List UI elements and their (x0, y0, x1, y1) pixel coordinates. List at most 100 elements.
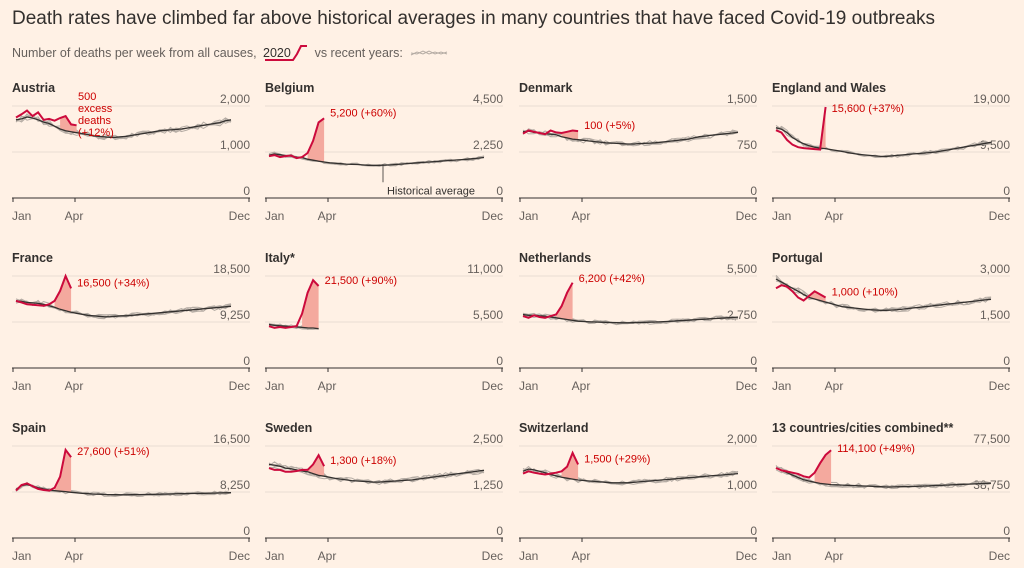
current-year-line (15, 447, 72, 492)
x-tick-label: Dec (736, 209, 757, 223)
x-tick-label: Apr (572, 379, 591, 393)
current-year-line (15, 109, 77, 127)
x-tick-label: Apr (318, 379, 337, 393)
x-tick-label: Dec (482, 549, 503, 563)
y-tick-label: 5,500 (473, 308, 503, 322)
panel-netherlands: Netherlands 5,500 2,750 0 Jan Apr Dec 6,200 (+4… (519, 251, 757, 393)
y-tick-label: 5,500 (727, 262, 757, 276)
average-line (522, 313, 739, 324)
y-tick-label: 0 (750, 524, 757, 538)
y-tick-label: 0 (243, 354, 250, 368)
x-tick-label: Apr (825, 549, 844, 563)
y-tick-label: 2,000 (220, 92, 250, 106)
current-year-line (522, 450, 580, 476)
panel-title: Italy* (265, 251, 295, 265)
panel-title: Netherlands (519, 251, 591, 265)
current-year-line (775, 449, 832, 479)
excess-area (54, 276, 72, 313)
panel-title: France (12, 251, 53, 265)
x-tick-label: Apr (825, 209, 844, 223)
annotation-label: 21,500 (+90%) (325, 275, 397, 287)
x-tick-label: Jan (12, 209, 31, 223)
current-year-line (268, 453, 325, 473)
historic-years-swatch (410, 50, 447, 56)
x-tick-label: Jan (519, 549, 538, 563)
panel-title: England and Wales (772, 81, 886, 95)
current-year-line (522, 282, 574, 319)
y-tick-label: 0 (496, 354, 503, 368)
y-tick-label: 0 (750, 184, 757, 198)
panel-title: Belgium (265, 81, 314, 95)
annotation-label: 1,300 (+18%) (330, 455, 396, 467)
annotation-label: (+12%) (78, 127, 114, 139)
x-tick-label: Dec (482, 379, 503, 393)
annotation-label: 6,200 (+42%) (579, 273, 645, 285)
current-year-line (775, 106, 827, 151)
annotation-label: 5,200 (+60%) (330, 107, 396, 119)
current-year-line (268, 278, 320, 329)
excess-area (809, 291, 826, 303)
y-tick-label: 0 (1003, 184, 1010, 198)
y-tick-label: 750 (737, 138, 757, 152)
panel-title: Portugal (772, 251, 823, 265)
annotation-label: 15,600 (+37%) (832, 103, 904, 115)
average-line (15, 300, 232, 318)
average-line (268, 153, 485, 166)
y-tick-label: 2,500 (473, 432, 503, 446)
excess-area (561, 452, 579, 480)
page-title: Death rates have climbed far above histo… (12, 8, 936, 29)
excess-area (814, 450, 832, 485)
average-line (15, 116, 232, 138)
panel-denmark: Denmark 1,500 750 0 Jan Apr Dec 100 (+5%) (519, 81, 757, 223)
annotation-label: 100 (+5%) (584, 120, 635, 132)
y-tick-label: 77,500 (973, 432, 1010, 446)
y-tick-label: 1,000 (727, 478, 757, 492)
annotation-label: 27,600 (+51%) (77, 446, 149, 458)
x-tick-label: Apr (572, 209, 591, 223)
x-tick-label: Jan (265, 379, 284, 393)
current-year-line (522, 129, 579, 136)
x-tick-label: Dec (229, 209, 250, 223)
y-tick-label: 0 (1003, 354, 1010, 368)
panel-france: France 18,500 9,250 0 Jan Apr Dec 16,500 (+34%) (12, 251, 250, 393)
panel-sweden: Sweden 2,500 1,250 0 Jan Apr Dec 1,300 (+18%) (265, 421, 503, 563)
y-tick-label: 4,500 (473, 92, 503, 106)
historic-line (775, 126, 992, 159)
x-tick-label: Apr (65, 379, 84, 393)
annotation-label: 16,500 (+34%) (77, 277, 149, 289)
subtitle-text-post: vs recent years: (314, 46, 403, 60)
y-tick-label: 18,500 (213, 262, 250, 276)
historic-average-label: Historical average (387, 185, 475, 197)
y-tick-label: 0 (750, 354, 757, 368)
annotation-label: 500 (78, 91, 96, 103)
annotation-label: deaths (78, 115, 112, 127)
historic-line (15, 298, 232, 320)
panel-title: 13 countries/cities combined** (772, 421, 953, 435)
x-tick-label: Dec (989, 209, 1010, 223)
subtitle-text: Number of deaths per week from all cause… (12, 46, 257, 60)
historic-line (268, 152, 485, 168)
y-tick-label: 16,500 (213, 432, 250, 446)
panel-spain: Spain 16,500 8,250 0 Jan Apr Dec 27,600 (+51%) (12, 421, 250, 563)
panel-title: Sweden (265, 421, 312, 435)
y-tick-label: 0 (243, 184, 250, 198)
chart-subtitle: Number of deaths per week from all cause… (12, 44, 449, 62)
current-year-line (775, 284, 827, 302)
excess-area (60, 116, 77, 133)
panel-belgium: Belgium 4,500 2,250 0 Jan Apr Dec 5,200 (+60%) H… (265, 81, 503, 223)
x-tick-label: Jan (265, 209, 284, 223)
panel-switzerland: Switzerland 2,000 1,000 0 Jan Apr Dec 1,500 (+2… (519, 421, 757, 563)
y-tick-label: 2,250 (473, 138, 503, 152)
x-tick-label: Dec (482, 209, 503, 223)
excess-area (307, 118, 325, 162)
x-tick-label: Apr (825, 379, 844, 393)
x-tick-label: Apr (318, 549, 337, 563)
x-tick-label: Apr (65, 549, 84, 563)
x-tick-label: Jan (265, 549, 284, 563)
y-tick-label: 1,250 (473, 478, 503, 492)
historic-line (775, 124, 992, 158)
current-year-swatch: 2020 (263, 45, 307, 61)
y-tick-label: 9,500 (980, 138, 1010, 152)
x-tick-label: Jan (12, 379, 31, 393)
average-line (268, 463, 485, 483)
